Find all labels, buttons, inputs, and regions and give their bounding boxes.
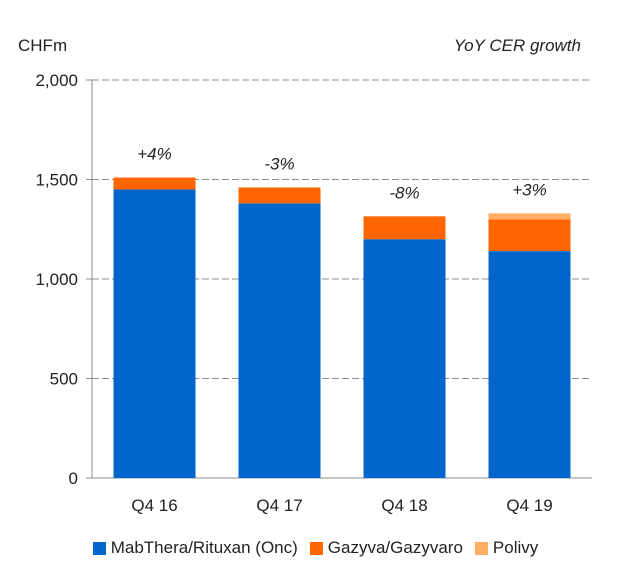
y-tick-label-2000: 2,000 [35,71,78,90]
legend-label-mabthera: MabThera/Rituxan (Onc) [110,538,298,557]
legend-label-polivy: Polivy [492,538,539,557]
growth-label-q4-16: +4% [137,145,172,164]
bar-gazyva-gazyvaro-q4-18 [363,216,446,240]
growth-label-q4-17: -3% [264,154,294,173]
x-tick-label-q4-16: Q4 16 [131,496,177,515]
y-axis-unit-label: CHFm [18,36,68,55]
legend-swatch-mabthera [92,541,106,555]
legend-item-mabthera: MabThera/Rituxan (Onc) [92,538,298,558]
bar-gazyva-gazyvaro-q4-17 [238,187,321,204]
bar-gazyva-gazyvaro-q4-16 [113,177,196,190]
y-tick-label-1500: 1,500 [35,171,78,190]
legend-swatch-gazyva [309,541,323,555]
bar-mabthera-rituxan-onc--q4-16 [113,189,196,478]
chart-subtitle: YoY CER growth [453,36,581,55]
x-tick-label-q4-19: Q4 19 [506,496,552,515]
bar-mabthera-rituxan-onc--q4-19 [488,251,571,478]
bar-mabthera-rituxan-onc--q4-17 [238,203,321,478]
y-tick-label-0: 0 [69,469,78,488]
x-tick-label-q4-18: Q4 18 [381,496,427,515]
y-tick-label-500: 500 [50,370,78,389]
bar-mabthera-rituxan-onc--q4-18 [363,239,446,478]
chart-legend: MabThera/Rituxan (Onc) Gazyva/Gazyvaro P… [0,538,631,558]
growth-label-q4-18: -8% [389,183,419,202]
growth-label-q4-19: +3% [512,180,547,199]
x-tick-label-q4-17: Q4 17 [256,496,302,515]
bar-gazyva-gazyvaro-q4-19 [488,219,571,252]
y-tick-label-1000: 1,000 [35,270,78,289]
legend-item-polivy: Polivy [474,538,539,558]
legend-label-gazyva: Gazyva/Gazyvaro [327,538,463,557]
legend-swatch-polivy [474,541,488,555]
legend-item-gazyva: Gazyva/Gazyvaro [309,538,463,558]
bar-polivy-q4-19 [488,213,571,220]
